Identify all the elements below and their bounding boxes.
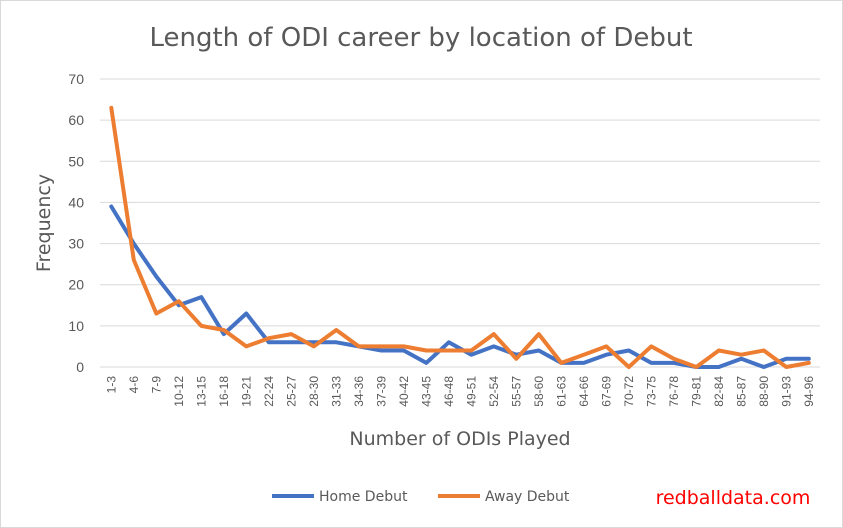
x-tick-label: 67-69 <box>599 376 613 407</box>
x-tick-label: 22-24 <box>262 376 276 407</box>
y-tick-label: 40 <box>68 194 84 210</box>
x-tick-label: 19-21 <box>239 376 253 407</box>
series-line-home-debut <box>109 204 811 369</box>
x-tick-label: 4-6 <box>127 376 141 394</box>
x-tick-label: 70-72 <box>622 376 636 407</box>
x-tick-label: 16-18 <box>217 376 231 407</box>
x-axis-title: Number of ODIs Played <box>349 428 570 450</box>
watermark-text: redballdata.com <box>656 487 811 509</box>
x-tick-label: 88-90 <box>757 376 771 407</box>
x-tick-label: 76-78 <box>667 376 681 407</box>
y-tick-label: 0 <box>76 359 84 375</box>
y-tick-label: 20 <box>68 277 84 293</box>
x-tick-label: 28-30 <box>307 376 321 407</box>
x-tick-label: 7-9 <box>149 376 163 394</box>
x-tick-label: 25-27 <box>284 376 298 407</box>
x-tick-label: 37-39 <box>374 376 388 407</box>
x-tick-label: 34-36 <box>352 376 366 407</box>
x-tick-label: 61-63 <box>554 376 568 407</box>
x-tick-label: 64-66 <box>577 376 591 407</box>
x-tick-label: 49-51 <box>464 376 478 407</box>
gridlines <box>100 78 820 368</box>
x-tick-label: 40-42 <box>397 376 411 407</box>
y-axis-title: Frequency <box>33 174 55 272</box>
series-line-away-debut <box>109 105 811 369</box>
x-tick-label: 31-33 <box>329 376 343 407</box>
chart-title: Length of ODI career by location of Debu… <box>149 23 692 53</box>
y-tick-label: 30 <box>68 236 84 252</box>
x-tick-label: 79-81 <box>689 376 703 407</box>
x-tick-label: 55-57 <box>509 376 523 407</box>
x-tick-label: 10-12 <box>172 376 186 407</box>
legend-label: Home Debut <box>319 489 408 505</box>
y-tick-label: 60 <box>68 112 84 128</box>
x-tick-label: 85-87 <box>734 376 748 407</box>
legend: Home Debut Away Debut <box>272 489 570 505</box>
x-tick-label: 52-54 <box>487 376 501 407</box>
x-tick-label: 46-48 <box>442 376 456 407</box>
x-tick-label: 58-60 <box>532 376 546 407</box>
x-tick-label: 82-84 <box>712 376 726 407</box>
x-tick-label: 43-45 <box>419 376 433 407</box>
x-axis-ticks: 1-3 4-6 7-9 10-12 13-15 16-18 19-21 22-24 25-27 2… <box>104 376 816 407</box>
y-tick-label: 70 <box>68 71 84 87</box>
y-axis-ticks: 0 10 20 30 40 50 60 70 <box>68 71 84 375</box>
x-tick-label: 91-93 <box>779 376 793 407</box>
series-lines <box>109 105 811 369</box>
x-tick-label: 13-15 <box>194 376 208 407</box>
y-tick-label: 10 <box>68 318 84 334</box>
x-tick-label: 94-96 <box>802 376 816 407</box>
x-tick-label: 1-3 <box>104 376 118 394</box>
y-tick-label: 50 <box>68 153 84 169</box>
legend-label: Away Debut <box>485 489 570 505</box>
x-tick-label: 73-75 <box>644 376 658 407</box>
